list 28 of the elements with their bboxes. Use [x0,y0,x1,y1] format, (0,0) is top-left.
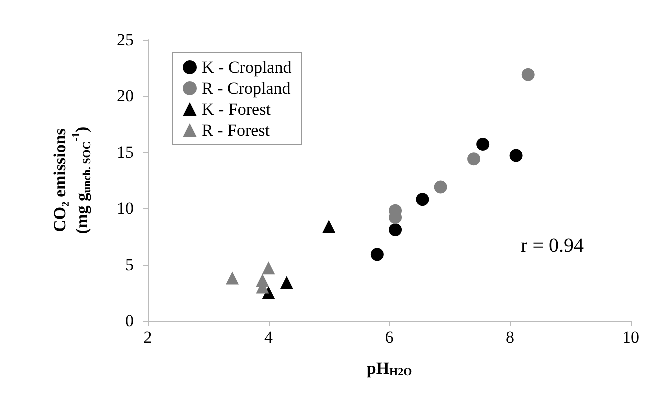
y-tick-label: 5 [126,255,134,274]
point [322,220,336,234]
legend-label: K - Forest [202,100,272,119]
y-tick-label: 15 [117,142,134,162]
x-tick-label: 10 [622,328,640,347]
y-tick-label: 25 [117,30,134,50]
y-tick-label: 20 [117,86,134,106]
point [510,149,523,162]
point [389,223,402,236]
point [280,276,294,290]
x-tick-label: 8 [506,328,514,347]
point [522,68,535,82]
x-tick-label: 2 [144,328,152,347]
point [468,152,481,166]
legend-label: K - Cropland [202,58,292,77]
point [416,193,430,206]
point [434,180,448,194]
x-tick-label: 6 [385,328,394,347]
x-tick-label: 4 [264,328,274,347]
y-tick-label: 0 [126,312,134,330]
y-tick-label: 10 [117,199,134,218]
legend-label: R - Forest [202,121,270,140]
legend-label: R - Cropland [202,79,292,98]
annotation: r = 0.94 [521,235,584,257]
point [370,248,384,262]
point [262,262,276,275]
point [476,138,490,152]
point [226,272,240,285]
